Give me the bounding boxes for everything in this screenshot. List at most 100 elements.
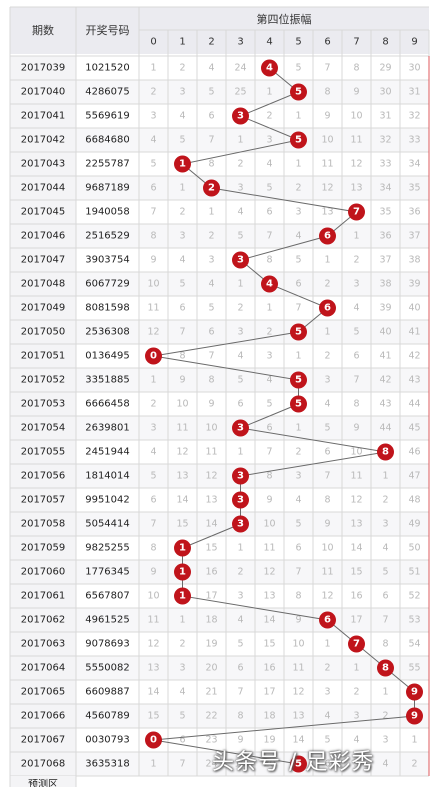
miss-count-cell: 39	[408, 279, 420, 290]
row-bg	[76, 656, 429, 680]
row-bg	[76, 560, 429, 584]
row-bg	[76, 176, 429, 200]
miss-count-cell: 8	[295, 591, 301, 602]
miss-count-cell: 13	[350, 183, 362, 194]
miss-count-cell: 29	[379, 63, 391, 74]
number-cell: 1021520	[85, 63, 130, 74]
miss-count-cell: 4	[237, 207, 243, 218]
ball-marker	[290, 371, 307, 389]
miss-count-cell: 15	[350, 567, 362, 578]
ball-marker	[377, 443, 394, 461]
miss-count-cell: 4	[353, 303, 359, 314]
miss-count-cell: 7	[295, 567, 301, 578]
row-bg	[76, 512, 429, 536]
miss-count-cell: 3	[382, 735, 388, 746]
miss-count-cell: 4	[179, 111, 185, 122]
column-header-7: 7	[353, 37, 359, 48]
miss-count-cell: 20	[205, 663, 217, 674]
miss-count-cell: 47	[408, 471, 420, 482]
ball-value: 1	[179, 159, 186, 170]
miss-count-cell: 8	[266, 471, 272, 482]
ball-marker	[261, 275, 278, 293]
period-cell: 2017051	[21, 351, 66, 362]
miss-count-cell: 45	[408, 423, 420, 434]
ball-marker	[232, 107, 249, 125]
miss-count-cell: 4	[295, 231, 301, 242]
miss-count-cell: 3	[295, 471, 301, 482]
ball-marker	[290, 83, 307, 101]
miss-count-cell: 12	[205, 471, 217, 482]
miss-count-cell: 2	[382, 495, 388, 506]
miss-count-cell: 2	[179, 207, 185, 218]
miss-count-cell: 5	[295, 519, 301, 530]
miss-count-cell: 18	[205, 615, 217, 626]
watermark: 头条号 / 足彩秀	[212, 750, 375, 775]
miss-count-cell: 1	[266, 87, 272, 98]
miss-count-cell: 7	[266, 231, 272, 242]
miss-count-cell: 7	[179, 327, 185, 338]
miss-count-cell: 42	[408, 351, 420, 362]
miss-count-cell: 5	[353, 759, 359, 770]
number-cell: 5054414	[85, 519, 130, 530]
ball-marker	[174, 563, 191, 581]
row-bg	[76, 536, 429, 560]
miss-count-cell: 11	[350, 471, 362, 482]
miss-count-cell: 30	[379, 87, 391, 98]
period-cell: 2017061	[21, 591, 66, 602]
ball-marker	[145, 347, 162, 365]
miss-count-cell: 2	[411, 759, 417, 770]
miss-count-cell: 9	[324, 111, 330, 122]
row-bg	[76, 632, 429, 656]
miss-count-cell: 40	[379, 327, 391, 338]
ball-value: 4	[266, 63, 273, 74]
row-bg	[76, 344, 429, 368]
period-cell: 2017059	[21, 543, 66, 554]
period-cell-bg	[10, 272, 76, 296]
ball-marker	[319, 299, 336, 317]
miss-count-cell: 7	[150, 207, 156, 218]
period-cell-bg	[10, 440, 76, 464]
period-cell-bg	[10, 464, 76, 488]
miss-count-cell: 2	[353, 255, 359, 266]
miss-count-cell: 8	[324, 87, 330, 98]
miss-count-cell: 10	[234, 759, 246, 770]
miss-count-cell: 5	[324, 423, 330, 434]
miss-count-cell: 6	[237, 399, 243, 410]
miss-count-cell: 4	[179, 255, 185, 266]
number-cell: 9825255	[85, 543, 130, 554]
column-header-1: 1	[179, 37, 185, 48]
miss-count-cell: 3	[237, 327, 243, 338]
miss-count-cell: 2	[295, 447, 301, 458]
row-bg	[76, 152, 429, 176]
miss-count-cell: 1	[295, 423, 301, 434]
number-cell: 8081598	[85, 303, 130, 314]
period-cell-bg	[10, 512, 76, 536]
miss-count-cell: 10	[292, 639, 304, 650]
number-cell: 6067729	[85, 279, 130, 290]
miss-count-cell: 16	[263, 663, 275, 674]
ball-value: 9	[411, 687, 418, 698]
number-cell: 2516529	[85, 231, 130, 242]
period-cell-bg	[10, 56, 76, 80]
ball-value: 6	[324, 615, 331, 626]
miss-count-cell: 9	[266, 495, 272, 506]
miss-count-cell: 13	[263, 591, 275, 602]
ball-marker	[232, 251, 249, 269]
miss-count-cell: 17	[350, 615, 362, 626]
miss-count-cell: 6	[266, 207, 272, 218]
period-cell-bg	[10, 392, 76, 416]
miss-count-cell: 2	[179, 63, 185, 74]
column-header-6: 6	[324, 37, 330, 48]
row-bg	[76, 248, 429, 272]
miss-count-cell: 3	[295, 207, 301, 218]
ball-marker	[406, 707, 423, 725]
miss-count-cell: 5	[266, 183, 272, 194]
miss-count-cell: 2	[295, 183, 301, 194]
miss-count-cell: 7	[150, 519, 156, 530]
ball-marker	[261, 59, 278, 77]
number-cell: 0030793	[85, 735, 130, 746]
miss-count-cell: 5	[208, 303, 214, 314]
miss-count-cell: 4	[382, 759, 388, 770]
ball-value: 3	[237, 495, 244, 506]
ball-marker	[319, 227, 336, 245]
